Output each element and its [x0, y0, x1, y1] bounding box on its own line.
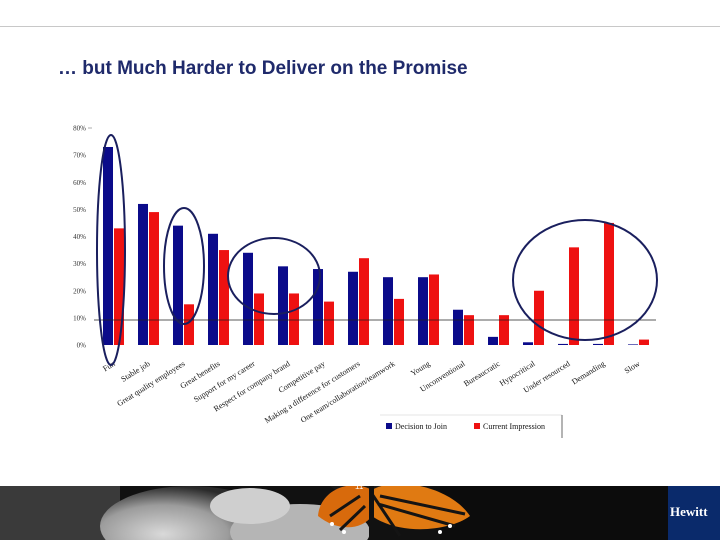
bar-decision-to-join — [348, 271, 358, 345]
bar-current-impression — [569, 247, 579, 345]
legend-label-decision: Decision to Join — [395, 422, 447, 431]
bar-decision-to-join — [593, 343, 603, 345]
legend-swatch-current — [474, 423, 480, 429]
bar-decision-to-join — [488, 336, 498, 345]
slide-title: … but Much Harder to Deliver on the Prom… — [58, 58, 468, 79]
y-tick-label: 0% — [77, 342, 87, 350]
y-tick-label: 80% — [73, 125, 86, 133]
bar-decision-to-join — [418, 277, 428, 345]
bar-decision-to-join — [313, 269, 323, 345]
bar-current-impression — [499, 315, 509, 345]
y-tick-label: 10% — [73, 314, 86, 322]
y-tick-label: 60% — [73, 179, 86, 187]
bar-decision-to-join — [173, 225, 183, 345]
highlight-ellipse — [96, 134, 126, 366]
legend-swatch-decision — [386, 423, 392, 429]
y-tick-label: 40% — [73, 233, 86, 241]
bar-current-impression — [289, 293, 299, 345]
bar-current-impression — [184, 304, 194, 345]
hewitt-logo-text: Hewitt — [670, 504, 708, 519]
bar-decision-to-join — [103, 146, 113, 345]
category-label: Slow — [623, 359, 642, 375]
bar-decision-to-join — [383, 277, 393, 345]
bar-current-impression — [254, 293, 264, 345]
bar-chart: 0%10%20%30%40%50%60%70%80%Fun Stable jobG… — [73, 125, 658, 438]
bar-decision-to-join — [628, 344, 638, 345]
bar-decision-to-join — [208, 233, 218, 345]
bar-current-impression — [604, 222, 614, 345]
bar-current-impression — [359, 258, 369, 345]
bar-current-impression — [114, 228, 124, 345]
bar-current-impression — [219, 250, 229, 345]
top-rule — [0, 26, 720, 27]
bar-decision-to-join — [558, 343, 568, 345]
page-number: 11 — [355, 482, 364, 491]
bar-decision-to-join — [453, 309, 463, 345]
bar-decision-to-join — [243, 252, 253, 345]
bar-current-impression — [534, 290, 544, 345]
y-tick-label: 70% — [73, 152, 86, 160]
bar-current-impression — [324, 301, 334, 345]
bar-current-impression — [429, 274, 439, 345]
bar-decision-to-join — [278, 266, 288, 345]
category-label: Demanding — [570, 359, 606, 386]
bar-current-impression — [394, 298, 404, 345]
y-tick-label: 20% — [73, 287, 86, 295]
highlight-ellipse — [512, 219, 658, 341]
hewitt-logo — [668, 486, 720, 540]
highlight-ellipse — [163, 207, 205, 325]
bar-current-impression — [639, 339, 649, 345]
category-label: Young — [409, 359, 432, 378]
legend-label-current: Current Impression — [483, 422, 545, 431]
bar-current-impression — [464, 315, 474, 345]
category-label: Bureaucratic — [462, 359, 502, 389]
bar-decision-to-join — [138, 203, 148, 345]
bar-decision-to-join — [523, 342, 533, 345]
bar-current-impression — [149, 212, 159, 345]
highlight-ellipse — [227, 237, 321, 315]
y-tick-label: 50% — [73, 206, 86, 214]
y-tick-label: 30% — [73, 260, 86, 268]
butterfly-photo — [0, 486, 720, 540]
